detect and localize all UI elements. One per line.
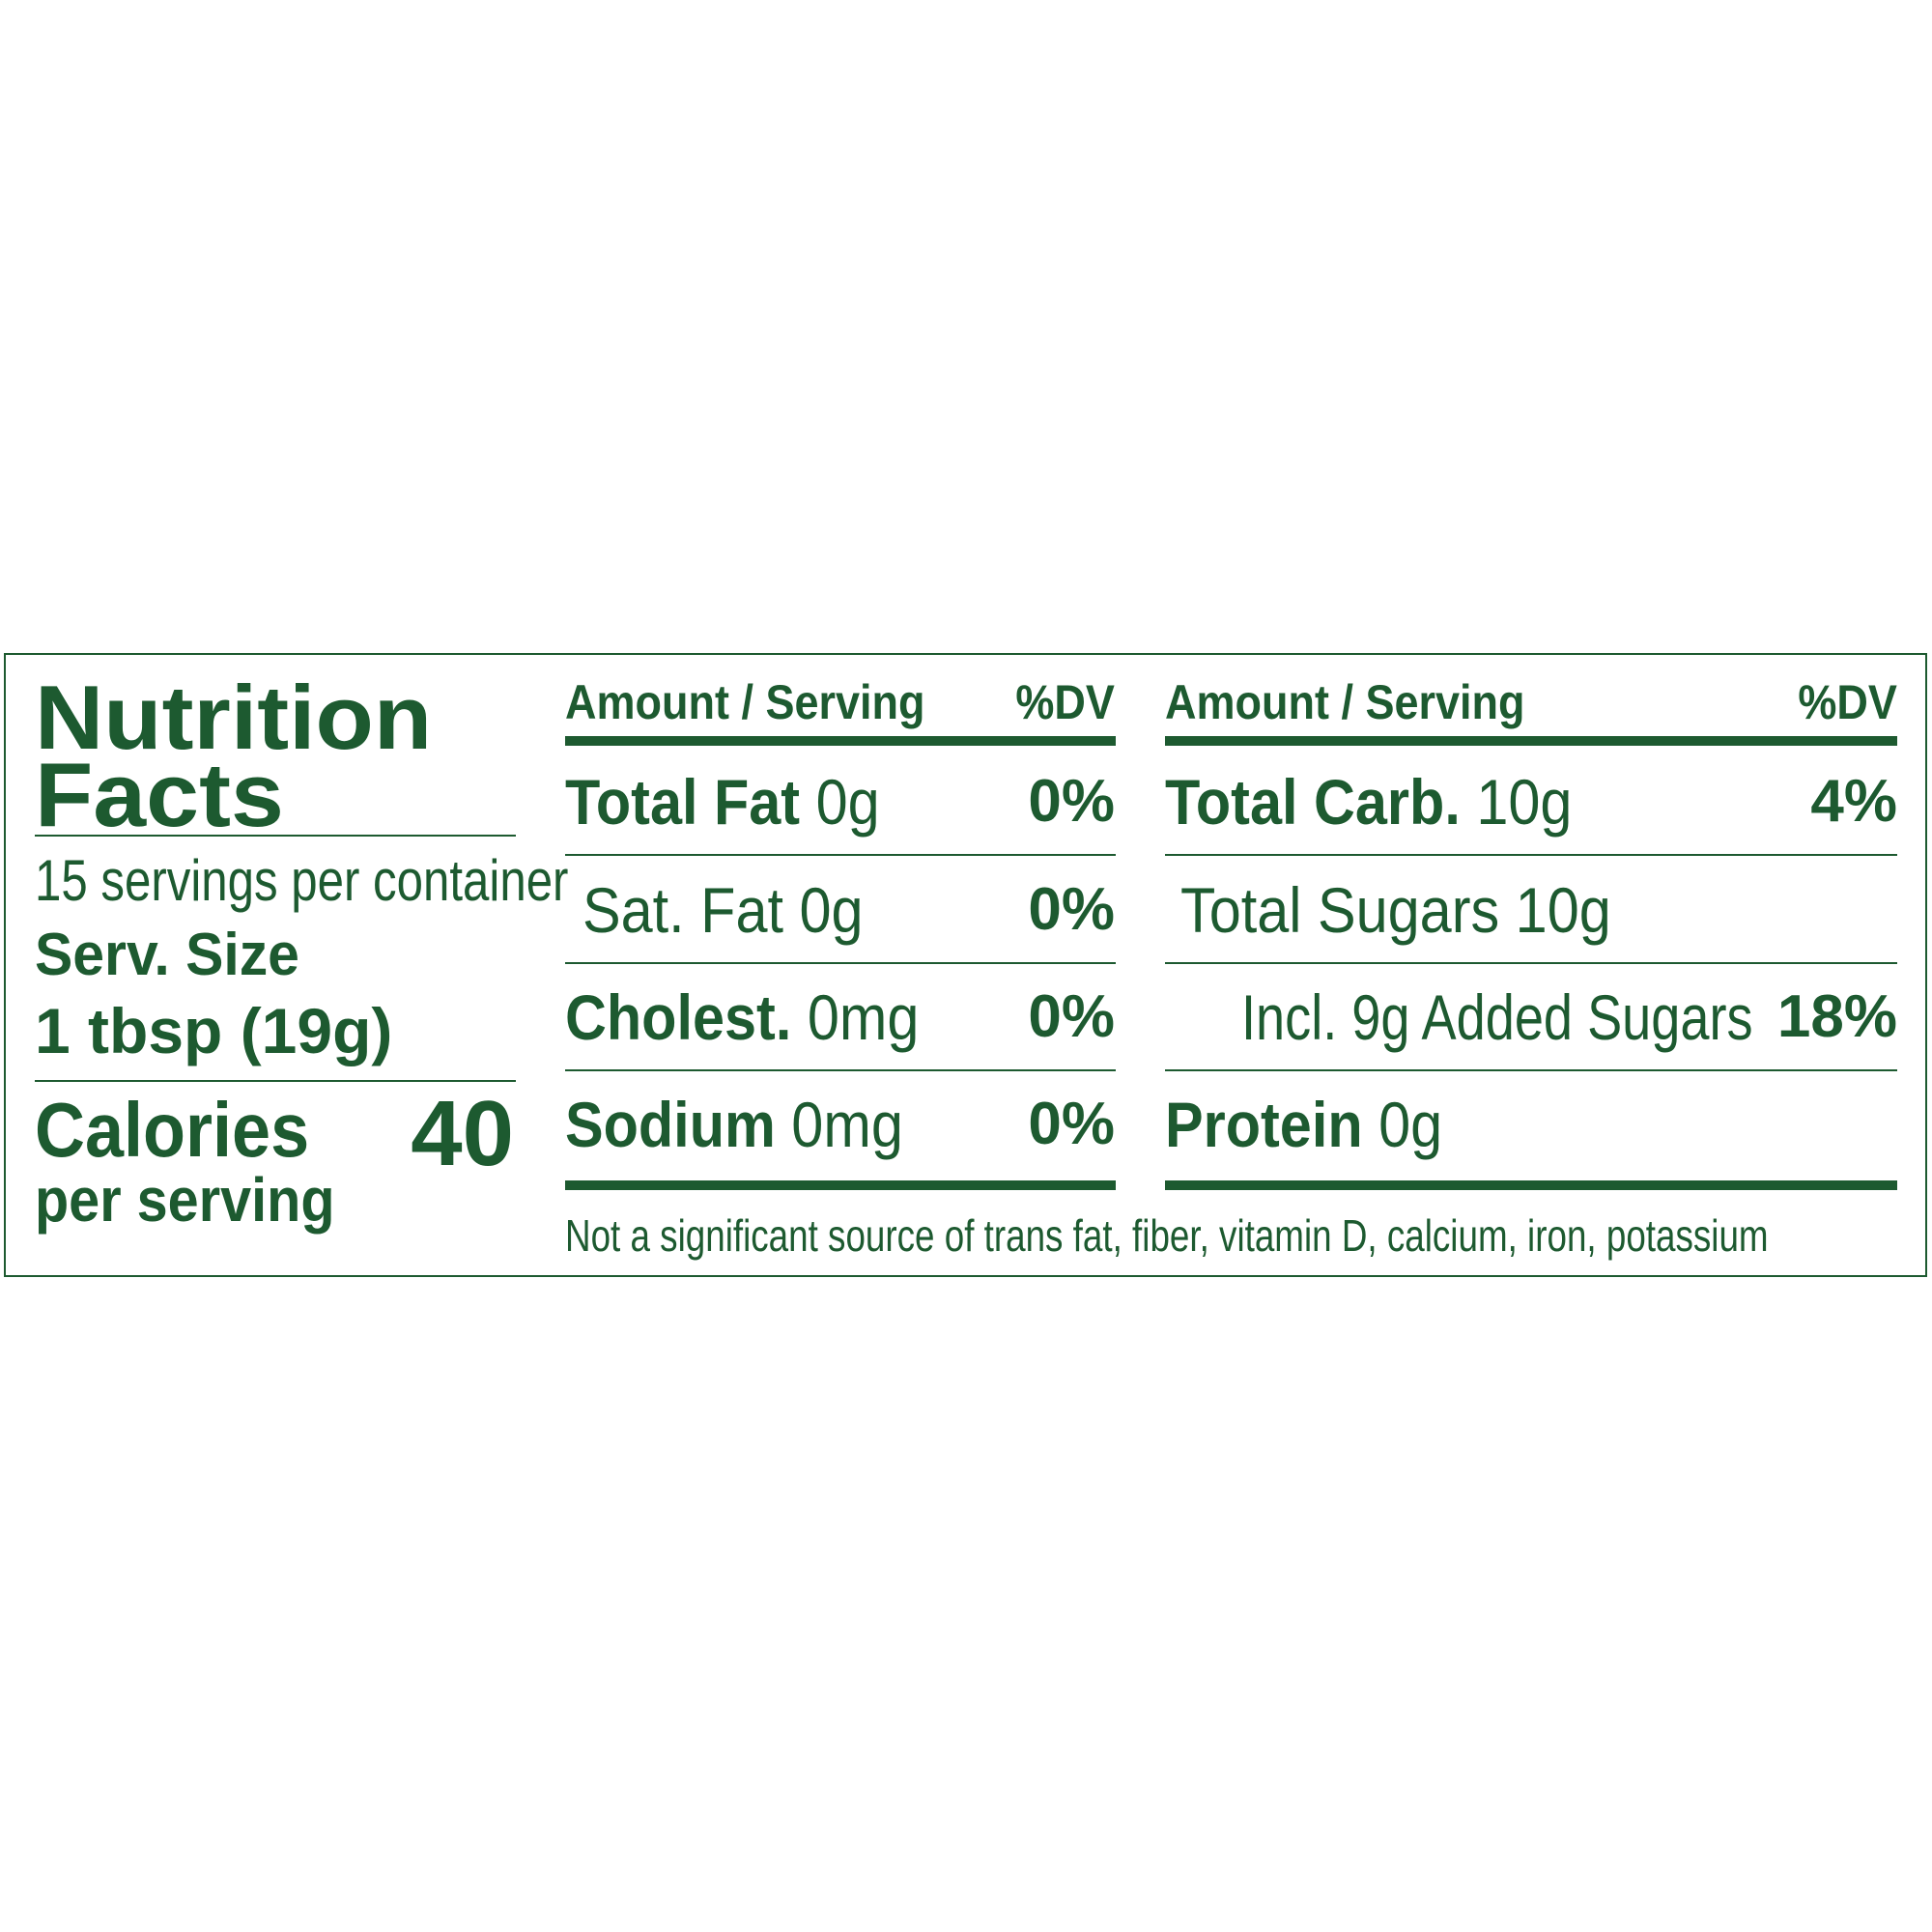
title-facts: Facts	[35, 744, 284, 845]
calories-value: 40	[411, 1082, 514, 1185]
calories-label: Calories	[35, 1087, 310, 1173]
divider	[1165, 962, 1897, 964]
servings-per-container: 15 servings per container	[35, 848, 569, 913]
nutrient-row-total-sugars: Total Sugars 10g	[1180, 874, 1611, 946]
dv-total-carb: 4%	[1810, 768, 1897, 835]
divider	[35, 1080, 516, 1082]
divider	[565, 1069, 1116, 1071]
dv-sodium: 0%	[1028, 1091, 1115, 1157]
right-header-amount: Amount / Serving	[1165, 675, 1525, 729]
divider	[1165, 854, 1897, 856]
right-header-dv: %DV	[1798, 675, 1897, 729]
nutrition-facts-panel	[4, 653, 1927, 1277]
serving-size-value: 1 tbsp (19g)	[35, 995, 393, 1066]
dv-sat-fat: 0%	[1028, 876, 1115, 943]
nutrient-row-protein: Protein 0g	[1165, 1089, 1443, 1160]
thick-divider	[1165, 736, 1897, 746]
nutrient-row-total-carb: Total Carb. 10g	[1165, 766, 1573, 838]
dv-cholesterol: 0%	[1028, 983, 1115, 1050]
thick-divider	[565, 1180, 1116, 1190]
middle-header-amount: Amount / Serving	[565, 675, 925, 729]
nutrient-row-cholesterol: Cholest. 0mg	[565, 981, 920, 1053]
nutrient-row-total-fat: Total Fat 0g	[565, 766, 880, 838]
divider	[35, 835, 516, 837]
title-nutrition: Nutrition	[35, 667, 433, 768]
dv-added-sugars: 18%	[1776, 983, 1897, 1050]
dv-total-fat: 0%	[1028, 768, 1115, 835]
divider	[565, 962, 1116, 964]
middle-header-dv: %DV	[1015, 675, 1115, 729]
nutrient-row-added-sugars: Incl. 9g Added Sugars	[1241, 981, 1753, 1053]
serving-size-label: Serv. Size	[35, 922, 299, 988]
footnote: Not a significant source of trans fat, f…	[565, 1210, 1769, 1261]
calories-per-serving: per serving	[35, 1165, 335, 1235]
thick-divider	[1165, 1180, 1897, 1190]
divider	[1165, 1069, 1897, 1071]
nutrient-row-sodium: Sodium 0mg	[565, 1089, 903, 1160]
divider	[565, 854, 1116, 856]
thick-divider	[565, 736, 1116, 746]
nutrient-row-sat-fat: Sat. Fat 0g	[582, 874, 864, 946]
